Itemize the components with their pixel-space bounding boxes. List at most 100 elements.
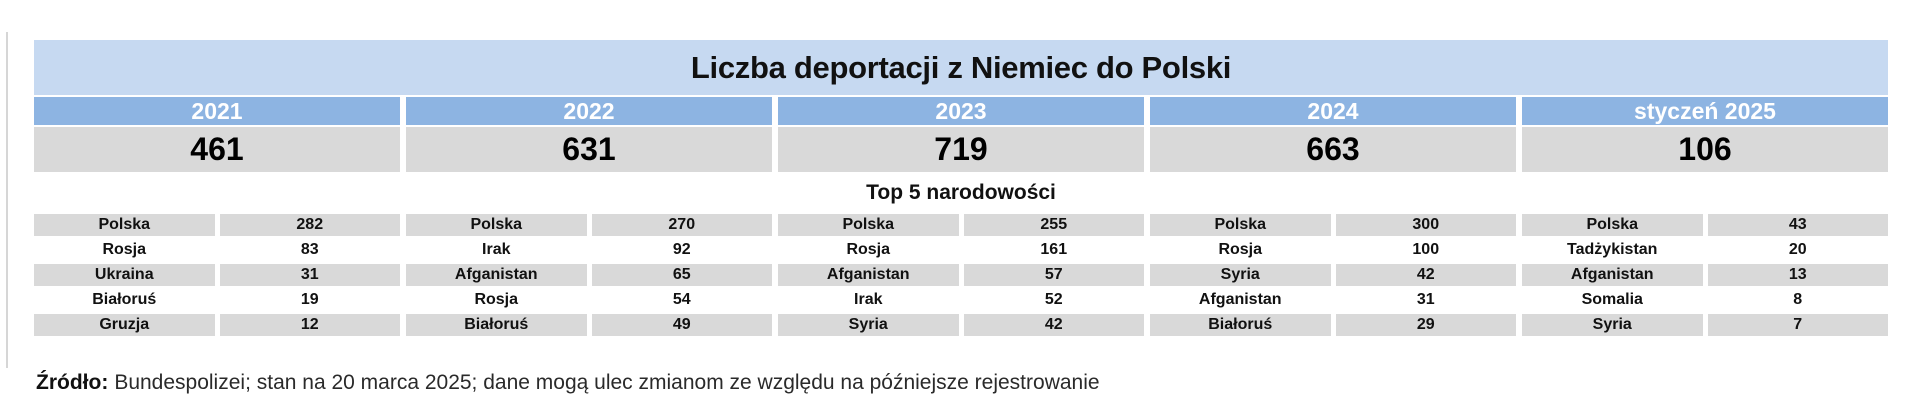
top5-row: Białoruś 49 [406, 314, 772, 336]
country-cell: Rosja [846, 241, 891, 258]
year-header-2021: 2021 [34, 97, 400, 125]
country-cell: Afganistan [778, 264, 959, 286]
value-cell: 31 [1416, 291, 1435, 308]
value-cell: 65 [591, 264, 772, 286]
country-cell: Somalia [1581, 291, 1643, 308]
top5-column-2021: Polska 282 Rosja 83 Ukraina 31 Białoruś 19 Gruzj… [34, 214, 400, 336]
top5-row: Polska 270 [406, 214, 772, 236]
value-cell: 42 [963, 314, 1144, 336]
top5-row: Irak 92 [406, 239, 772, 261]
value-cell: 270 [591, 214, 772, 236]
value-cell: 52 [1044, 291, 1063, 308]
country-cell: Gruzja [34, 314, 215, 336]
value-cell: 57 [963, 264, 1144, 286]
year-header-styczeń 2025: styczeń 2025 [1522, 97, 1888, 125]
top5-column-2024: Polska 300 Rosja 100 Syria 42 Afganistan 31 Biał… [1150, 214, 1516, 336]
top5-column-2022: Polska 270 Irak 92 Afganistan 65 Rosja 54 Białor… [406, 214, 772, 336]
value-cell: 92 [672, 241, 691, 258]
country-cell: Białoruś [92, 291, 157, 308]
top5-row: Rosja 83 [34, 239, 400, 261]
top5-row: Rosja 161 [778, 239, 1144, 261]
deportations-infographic: Liczba deportacji z Niemiec do Polski 20… [34, 40, 1888, 336]
source-line: Źródło: Bundespolizei; stan na 20 marca 2… [36, 371, 1100, 395]
top5-row: Syria 7 [1522, 314, 1888, 336]
totals-row: 461 631 719 663 106 [34, 127, 1888, 172]
top5-column-2023: Polska 255 Rosja 161 Afganistan 57 Irak 52 Syria… [778, 214, 1144, 336]
total-2023: 719 [778, 127, 1144, 172]
value-cell: 19 [300, 291, 319, 308]
country-cell: Syria [1522, 314, 1703, 336]
value-cell: 7 [1707, 314, 1888, 336]
country-cell: Rosja [102, 241, 147, 258]
title-bar: Liczba deportacji z Niemiec do Polski [34, 40, 1888, 95]
value-cell: 29 [1335, 314, 1516, 336]
country-cell: Białoruś [406, 314, 587, 336]
country-cell: Rosja [1218, 241, 1263, 258]
country-cell: Polska [778, 214, 959, 236]
top5-row: Rosja 54 [406, 289, 772, 311]
country-cell: Polska [406, 214, 587, 236]
country-cell: Syria [778, 314, 959, 336]
value-cell: 42 [1335, 264, 1516, 286]
value-cell: 12 [219, 314, 400, 336]
country-cell: Afganistan [1198, 291, 1282, 308]
top5-row: Białoruś 19 [34, 289, 400, 311]
country-cell: Afganistan [1522, 264, 1703, 286]
value-cell: 54 [672, 291, 691, 308]
top5-row: Afganistan 57 [778, 264, 1144, 286]
source-text: Bundespolizei; stan na 20 marca 2025; da… [114, 371, 1100, 394]
top5-row: Afganistan 65 [406, 264, 772, 286]
top5-row: Rosja 100 [1150, 239, 1516, 261]
value-cell: 300 [1335, 214, 1516, 236]
total-styczeń 2025: 106 [1522, 127, 1888, 172]
top5-row: Polska 43 [1522, 214, 1888, 236]
top5-row: Afganistan 31 [1150, 289, 1516, 311]
top5-row: Polska 255 [778, 214, 1144, 236]
country-cell: Irak [482, 241, 511, 258]
value-cell: 20 [1788, 241, 1807, 258]
total-2021: 461 [34, 127, 400, 172]
country-cell: Afganistan [406, 264, 587, 286]
top5-grid: Polska 282 Rosja 83 Ukraina 31 Białoruś 19 Gruzj… [34, 214, 1888, 336]
top5-row: Polska 300 [1150, 214, 1516, 236]
top5-heading: Top 5 narodowości [866, 181, 1056, 204]
year-header-row: 2021 2022 2023 2024 styczeń 2025 [34, 97, 1888, 125]
top5-row: Afganistan 13 [1522, 264, 1888, 286]
source-label: Źródło: [36, 371, 109, 394]
top5-row: Syria 42 [1150, 264, 1516, 286]
country-cell: Tadżykistan [1567, 241, 1658, 258]
top5-row: Somalia 8 [1522, 289, 1888, 311]
value-cell: 255 [963, 214, 1144, 236]
value-cell: 8 [1793, 291, 1803, 308]
country-cell: Białoruś [1150, 314, 1331, 336]
total-2024: 663 [1150, 127, 1516, 172]
country-cell: Ukraina [34, 264, 215, 286]
total-2022: 631 [406, 127, 772, 172]
top5-row: Tadżykistan 20 [1522, 239, 1888, 261]
top5-row: Ukraina 31 [34, 264, 400, 286]
value-cell: 49 [591, 314, 772, 336]
left-border-line [6, 32, 8, 368]
value-cell: 282 [219, 214, 400, 236]
country-cell: Rosja [474, 291, 519, 308]
top5-column-styczeń 2025: Polska 43 Tadżykistan 20 Afganistan 13 Somalia… [1522, 214, 1888, 336]
value-cell: 100 [1412, 241, 1440, 258]
top5-row: Polska 282 [34, 214, 400, 236]
country-cell: Syria [1150, 264, 1331, 286]
value-cell: 83 [300, 241, 319, 258]
value-cell: 43 [1707, 214, 1888, 236]
top5-row: Irak 52 [778, 289, 1144, 311]
value-cell: 31 [219, 264, 400, 286]
year-header-2024: 2024 [1150, 97, 1516, 125]
value-cell: 13 [1707, 264, 1888, 286]
year-header-2023: 2023 [778, 97, 1144, 125]
chart-title: Liczba deportacji z Niemiec do Polski [690, 49, 1232, 85]
year-header-2022: 2022 [406, 97, 772, 125]
top5-row: Białoruś 29 [1150, 314, 1516, 336]
top5-row: Gruzja 12 [34, 314, 400, 336]
country-cell: Polska [1150, 214, 1331, 236]
top5-row: Syria 42 [778, 314, 1144, 336]
country-cell: Polska [34, 214, 215, 236]
value-cell: 161 [1040, 241, 1068, 258]
country-cell: Irak [854, 291, 883, 308]
